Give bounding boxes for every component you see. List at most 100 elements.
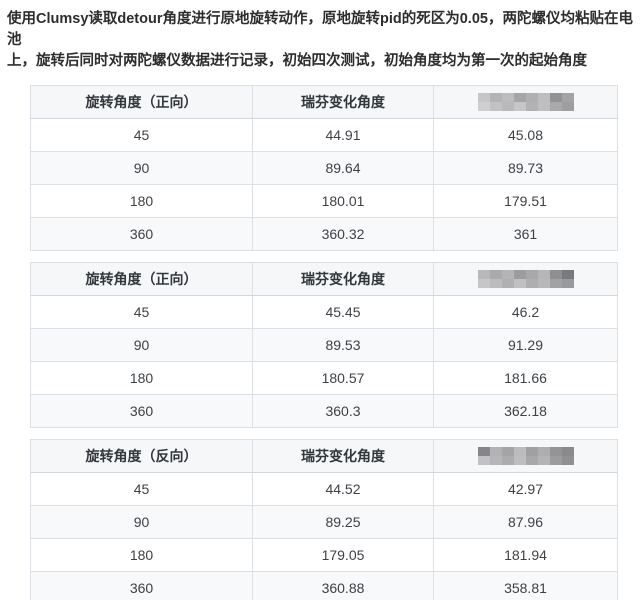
column-header-rotation-angle: 旋转角度（正向） [30,262,253,296]
mosaic-block [525,93,538,103]
mosaic-block [525,102,538,112]
intro-paragraph: 使用Clumsy读取detour角度进行原地旋转动作，原地旋转pid的死区为0.… [0,0,644,72]
column-header-ruifen-angle: 瑞芬变化角度 [252,439,434,473]
table-row: 90 89.53 91.29 [30,328,618,362]
mosaic-block [549,456,562,466]
mosaic-block [489,102,502,112]
table-cell: 90 [30,328,253,362]
mosaic-block [501,447,514,457]
table-cell: 180.57 [252,361,434,395]
table-cell: 46.2 [433,295,618,329]
redacted-pixelation [477,447,574,466]
table-cell: 180.01 [252,184,434,218]
redacted-pixelation [477,93,574,112]
mosaic-block [513,270,526,280]
table-row: 180 180.01 179.51 [30,184,618,218]
column-header-ruifen-angle: 瑞芬变化角度 [252,262,434,296]
data-table-forward-1: 旋转角度（正向） 瑞芬变化角度 45 44.91 45.08 90 89.64 89.73… [30,85,618,251]
table-cell: 45.45 [252,295,434,329]
mosaic-block [561,102,574,112]
table-cell: 362.18 [433,394,618,428]
table-cell: 179.05 [252,538,434,572]
mosaic-block [513,447,526,457]
column-header-rotation-angle: 旋转角度（反向） [30,439,253,473]
mosaic-block [477,279,490,289]
table-row: 45 45.45 46.2 [30,295,618,329]
mosaic-block [549,270,562,280]
table-cell: 360.88 [252,571,434,600]
table-header-row: 旋转角度（正向） 瑞芬变化角度 [30,262,618,296]
mosaic-block [513,93,526,103]
table-cell: 89.53 [252,328,434,362]
table-cell: 179.51 [433,184,618,218]
table-cell: 180 [30,184,253,218]
mosaic-block [537,102,550,112]
table-cell: 360.32 [252,217,434,251]
mosaic-row [477,270,574,280]
table-cell: 45 [30,472,253,506]
table-cell: 360 [30,217,253,251]
column-header-redacted [433,85,618,119]
mosaic-block [525,270,538,280]
intro-line-2: 上，旋转后同时对两陀螺仪数据进行记录，初始四次测试，初始角度均为第一次的起始角度 [7,53,587,69]
mosaic-block [525,456,538,466]
table-row: 360 360.32 361 [30,217,618,251]
mosaic-block [549,102,562,112]
table-cell: 45 [30,295,253,329]
mosaic-block [537,270,550,280]
mosaic-block [501,93,514,103]
intro-line-1: 使用Clumsy读取detour角度进行原地旋转动作，原地旋转pid的死区为0.… [7,11,633,48]
mosaic-block [501,456,514,466]
mosaic-row [477,102,574,112]
table-cell: 358.81 [433,571,618,600]
table-cell: 361 [433,217,618,251]
column-header-ruifen-angle: 瑞芬变化角度 [252,85,434,119]
mosaic-block [537,447,550,457]
mosaic-block [477,456,490,466]
mosaic-block [513,279,526,289]
table-row: 45 44.91 45.08 [30,118,618,152]
mosaic-block [513,102,526,112]
table-header-row: 旋转角度（反向） 瑞芬变化角度 [30,439,618,473]
mosaic-block [561,456,574,466]
table-cell: 89.73 [433,151,618,185]
table-cell: 181.94 [433,538,618,572]
mosaic-block [477,93,490,103]
mosaic-row [477,279,574,289]
mosaic-block [537,279,550,289]
mosaic-block [489,447,502,457]
mosaic-block [489,93,502,103]
column-header-redacted [433,262,618,296]
table-cell: 42.97 [433,472,618,506]
table-cell: 360.3 [252,394,434,428]
table-cell: 89.64 [252,151,434,185]
mosaic-block [549,93,562,103]
mosaic-block [489,279,502,289]
table-cell: 90 [30,505,253,539]
mosaic-row [477,456,574,466]
column-header-rotation-angle: 旋转角度（正向） [30,85,253,119]
mosaic-block [561,93,574,103]
data-table-reverse: 旋转角度（反向） 瑞芬变化角度 45 44.52 42.97 90 89.25 87.96… [30,439,618,600]
table-cell: 45.08 [433,118,618,152]
mosaic-block [501,270,514,280]
table-cell: 44.52 [252,472,434,506]
table-row: 90 89.25 87.96 [30,505,618,539]
table-cell: 360 [30,571,253,600]
mosaic-block [549,447,562,457]
mosaic-block [561,270,574,280]
table-cell: 181.66 [433,361,618,395]
redacted-pixelation [477,270,574,289]
mosaic-block [561,279,574,289]
mosaic-block [477,102,490,112]
mosaic-block [561,447,574,457]
mosaic-block [477,270,490,280]
mosaic-block [489,456,502,466]
column-header-redacted [433,439,618,473]
table-row: 90 89.64 89.73 [30,151,618,185]
table-cell: 90 [30,151,253,185]
table-row: 360 360.88 358.81 [30,571,618,600]
data-table-forward-2: 旋转角度（正向） 瑞芬变化角度 45 45.45 46.2 90 89.53 91.29 1… [30,262,618,428]
mosaic-block [537,456,550,466]
